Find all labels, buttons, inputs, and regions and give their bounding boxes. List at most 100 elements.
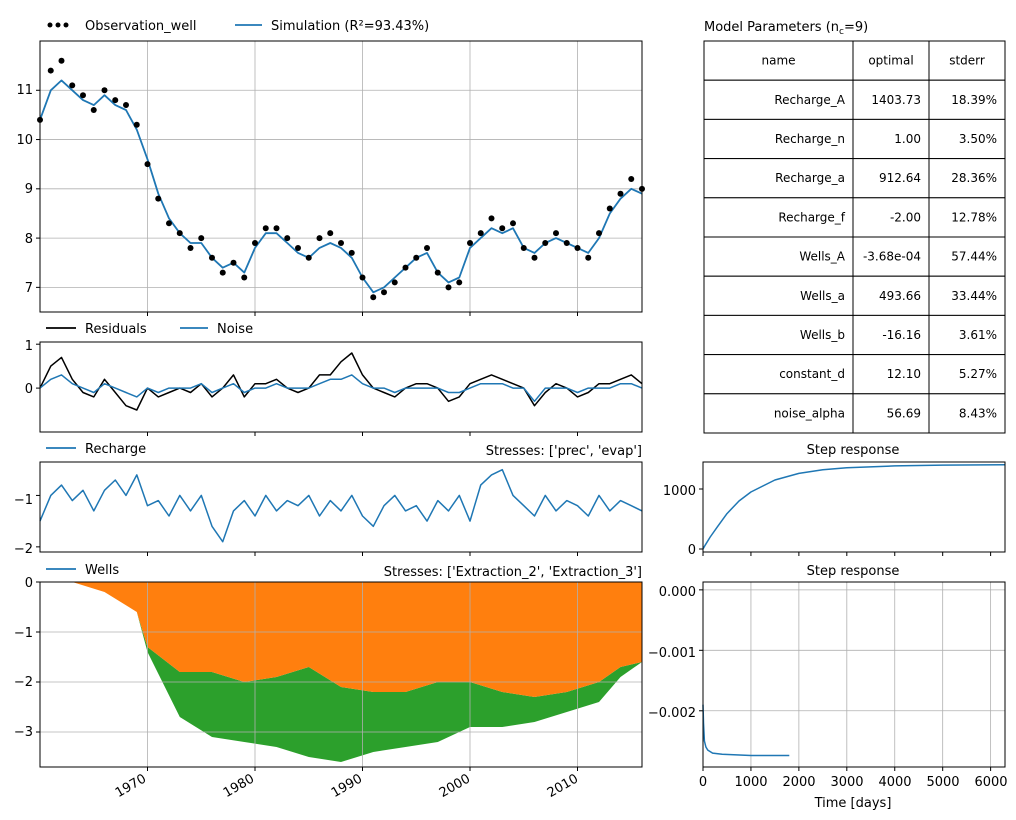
observation-point [155,195,162,202]
xtick-step2-0: 0 [699,775,707,790]
observation-point [531,254,538,261]
step2-yticks: −0.002 −0.001 0.000 [648,585,696,721]
table-cell [703,79,854,120]
table-value: 8.43% [959,406,997,420]
step2-axes-frame [702,581,1006,768]
observation-point [510,220,516,227]
observation-point [563,240,570,247]
ytick-wells-m1: −1 [14,626,33,641]
table-value: Wells_A [799,250,845,264]
observation-point [252,240,258,247]
xtick-1990: 1990 [329,771,365,801]
table-value: 5.27% [959,367,997,381]
observation-point [370,294,377,301]
observation-point [445,284,452,291]
observation-point [348,249,355,256]
observation-point [413,254,420,261]
extraction-3-area [72,582,642,762]
noise-line [39,374,643,403]
ytick-step2-m0002: −0.002 [648,706,696,721]
xtick-1970: 1970 [113,771,149,801]
step1-line [702,464,1006,550]
observation-point [574,244,581,251]
observation-point [187,244,194,251]
xtick-step2-6000: 6000 [974,775,1007,790]
step1-plot-area [699,464,1006,556]
table-value: 493.66 [879,289,921,303]
ytick-main-9: 9 [25,182,33,197]
recharge-line [39,468,643,543]
params-title: Model Parameters (nc=9) [704,20,868,37]
ytick-step1-1000: 1000 [663,484,696,499]
xtick-step2-5000: 5000 [926,775,959,790]
step2-plot-area [699,582,1005,771]
observation-point [327,230,334,237]
main-plot-area [36,41,645,316]
legend-noise: Noise [217,322,253,337]
table-header: stderr [949,54,985,68]
table-header: name [761,54,795,68]
xtick-2010: 2010 [545,771,581,801]
ytick-wells-m3: −3 [14,725,33,740]
step1-axes-frame [702,461,1006,553]
observation-point [424,244,430,251]
observation-point [338,240,344,247]
table-header: optimal [868,54,913,68]
step1-yticks: 0 1000 [663,484,696,558]
observation-point [166,220,172,227]
table-value: 1403.73 [871,93,921,107]
extraction-2-area [72,582,642,697]
table-cell [703,275,854,316]
recharge-yticks: −2 −1 [14,493,33,557]
observation-point [542,240,549,247]
table-value: 57.44% [951,250,997,264]
recharge-legend: Recharge Stresses: ['prec', 'evap'] [46,442,642,459]
xtick-step2-4000: 4000 [878,775,911,790]
legend-residuals: Residuals [85,322,147,337]
observation-point [47,67,54,74]
ytick-step2-0: 0.000 [659,585,696,600]
ytick-res-1: 1 [25,339,33,354]
legend-marker-obs [63,22,69,28]
step2-xlabel: Time [days] [814,796,892,811]
residuals-yticks: 0 1 [25,339,33,397]
observation-point [402,264,409,271]
recharge-stresses-label: Stresses: ['prec', 'evap'] [486,444,642,459]
observation-point [359,274,366,281]
observation-point [585,254,592,261]
observation-point [381,289,387,296]
ytick-step2-m0001: −0.001 [648,646,696,661]
table-cell [928,40,1006,81]
main-yticks: 7 8 9 10 11 [16,83,33,296]
legend-simulation: Simulation (R²=93.43%) [271,19,429,34]
observation-point [477,230,484,237]
observation-point [176,230,183,237]
wells-legend: Wells Stresses: ['Extraction_2', 'Extrac… [46,563,642,580]
observation-point [273,225,280,232]
xtick-2000: 2000 [437,771,473,801]
residuals-plot-area [36,343,643,436]
residuals-axes-frame [39,341,643,433]
table-value: 18.39% [951,93,997,107]
table-cell [703,314,854,356]
observation-point [305,254,312,261]
step2-line [702,704,790,757]
observation-point [628,175,635,182]
table-value: noise_alpha [774,406,845,420]
ytick-main-7: 7 [25,281,33,296]
table-cell [703,40,854,81]
wells-stresses-label: Stresses: ['Extraction_2', 'Extraction_3… [384,565,642,580]
table-cell [703,197,854,238]
wells-yticks: −3 −2 −1 0 [14,576,33,740]
observation-point [219,269,226,276]
observation-point [133,121,140,128]
table-cell [703,236,854,277]
table-value: Recharge_a [775,171,845,185]
observation-point [101,87,108,94]
observation-point [520,244,527,251]
legend-marker-obs [55,22,61,28]
residuals-line [39,352,643,411]
ytick-rch-m2: −2 [14,542,33,557]
observation-point [90,106,97,113]
